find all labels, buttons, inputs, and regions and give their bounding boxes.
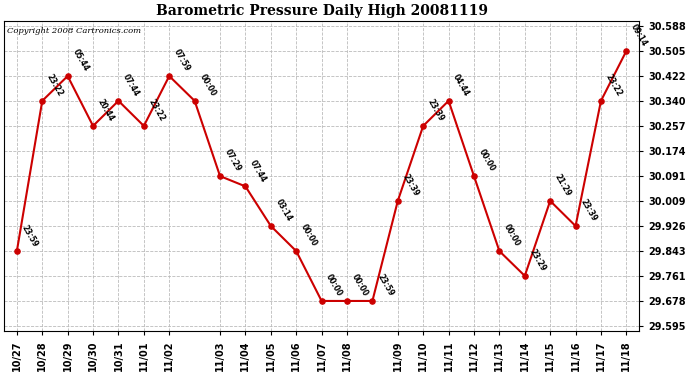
Text: 23:39: 23:39 [578, 198, 598, 223]
Text: 09:14: 09:14 [629, 23, 649, 48]
Point [88, 123, 99, 129]
Point [595, 98, 607, 104]
Point [443, 98, 454, 104]
Point [138, 123, 149, 129]
Text: 23:59: 23:59 [375, 273, 395, 298]
Point [290, 248, 302, 254]
Text: 07:59: 07:59 [172, 48, 192, 73]
Text: 23:39: 23:39 [401, 173, 420, 198]
Point [520, 273, 531, 279]
Point [570, 223, 581, 229]
Point [265, 223, 276, 229]
Text: 00:00: 00:00 [477, 148, 497, 173]
Text: 23:22: 23:22 [45, 73, 65, 98]
Point [316, 298, 327, 304]
Point [469, 173, 480, 179]
Text: 20:44: 20:44 [96, 98, 116, 123]
Point [11, 248, 22, 254]
Point [37, 98, 48, 104]
Point [342, 298, 353, 304]
Point [621, 48, 632, 54]
Text: 03:14: 03:14 [274, 198, 293, 223]
Text: 00:00: 00:00 [299, 223, 319, 248]
Text: 05:44: 05:44 [70, 48, 90, 73]
Text: 23:22: 23:22 [146, 98, 166, 123]
Point [189, 98, 200, 104]
Point [494, 248, 505, 254]
Point [367, 298, 378, 304]
Text: 00:00: 00:00 [502, 223, 522, 248]
Text: 07:44: 07:44 [248, 158, 268, 184]
Text: 23:39: 23:39 [426, 98, 446, 123]
Point [62, 73, 73, 79]
Text: 21:29: 21:29 [553, 173, 573, 198]
Text: 00:00: 00:00 [324, 273, 344, 298]
Text: 07:29: 07:29 [223, 148, 243, 173]
Text: 23:29: 23:29 [528, 248, 547, 273]
Point [417, 123, 428, 129]
Text: Copyright 2008 Cartronics.com: Copyright 2008 Cartronics.com [8, 27, 141, 35]
Point [544, 198, 555, 204]
Point [164, 73, 175, 79]
Title: Barometric Pressure Daily High 20081119: Barometric Pressure Daily High 20081119 [156, 4, 488, 18]
Text: 07:44: 07:44 [121, 72, 141, 98]
Text: 23:22: 23:22 [604, 73, 624, 98]
Text: 00:00: 00:00 [350, 273, 370, 298]
Text: 00:00: 00:00 [197, 73, 217, 98]
Point [393, 198, 404, 204]
Point [215, 173, 226, 179]
Point [240, 183, 251, 189]
Text: 04:44: 04:44 [451, 73, 471, 98]
Point [113, 98, 124, 104]
Text: 23:59: 23:59 [19, 223, 39, 248]
